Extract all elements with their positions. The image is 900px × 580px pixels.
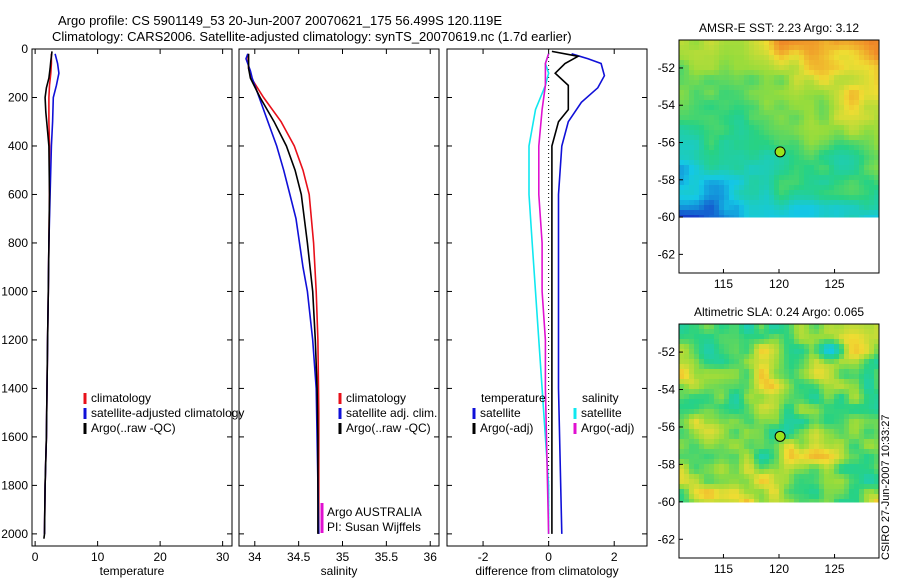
temperature-xtick-label: 10: [91, 550, 105, 564]
sst_map-xtick-label: 125: [825, 277, 845, 291]
salinity-series-blue: [245, 53, 320, 534]
salinity-panel: 34 34.5 35 35.5 36 salinity climatologysatelli…: [238, 48, 440, 578]
temperature-legend-1-label: satellite-adjusted climatology: [91, 406, 244, 420]
temperature-xtick-label: 30: [216, 550, 230, 564]
difference-series-cyan: [528, 53, 550, 534]
salinity-series-red: [247, 53, 320, 534]
temperature-legend-0-label: climatology: [91, 391, 151, 405]
temperature-ytick-label: 1200: [1, 333, 28, 347]
difference-series-magenta: [538, 53, 550, 534]
salinity-legend-2-label: Argo(..raw -QC): [346, 421, 431, 435]
temperature-ytick-label: 0: [21, 42, 28, 56]
difference-xtick-label: 0: [545, 550, 552, 564]
temperature-xlabel: temperature: [100, 564, 165, 578]
sst_map-argo-marker: [774, 146, 786, 158]
figure-title-line2: Climatology: CARS2006. Satellite-adjuste…: [52, 29, 572, 44]
diff-legend-temp-satellite-label: satellite: [480, 406, 521, 420]
sst_map-ytick-label: -56: [658, 136, 676, 150]
difference-xlabel: difference from climatology: [475, 564, 618, 578]
sla_map-ytick-label: -54: [658, 383, 676, 397]
sst_map-ytick-label: -54: [658, 98, 676, 112]
temperature-ytick-label: 1800: [1, 478, 28, 492]
temperature-ytick-label: 800: [8, 236, 28, 250]
temperature-ytick-label: 1000: [1, 284, 28, 298]
temperature-legend-2-label: Argo(..raw -QC): [91, 421, 176, 435]
sla_map-field: [679, 324, 880, 503]
difference-axes-box: [446, 48, 648, 547]
sla_map-title: Altimetric SLA: 0.24 Argo: 0.065: [694, 305, 864, 319]
sla_map-ytick-label: -62: [658, 532, 676, 546]
salinity-xtick-label: 34.5: [287, 550, 311, 564]
difference-series-black: [551, 50, 581, 534]
salinity-series-black: [247, 53, 319, 534]
sla_map-panel: Altimetric SLA: 0.24 Argo: 0.065 115 120 12…: [658, 305, 880, 576]
sla_map-ytick-label: -52: [658, 345, 676, 359]
sla_map-xtick-label: 125: [825, 562, 845, 576]
salinity-xtick-label: 35.5: [375, 550, 399, 564]
sst_map-ytick-label: -58: [658, 173, 676, 187]
sst_map-field: [679, 40, 880, 218]
sla_map-ytick-label: -56: [658, 420, 676, 434]
salinity-xtick-label: 36: [424, 550, 438, 564]
temperature-axes-box: [31, 48, 233, 547]
temperature-ytick-label: 1400: [1, 381, 28, 395]
salinity-legend-1-label: satellite adj. clim.: [346, 406, 437, 420]
salinity-xtick-label: 34: [248, 550, 262, 564]
temperature-xtick-label: 0: [32, 550, 39, 564]
temperature-series-black: [43, 51, 53, 539]
temperature-ytick-label: 400: [8, 139, 28, 153]
temperature-ytick-label: 2000: [1, 527, 28, 541]
sst_map-title: AMSR-E SST: 2.23 Argo: 3.12: [699, 21, 859, 35]
diff-legend-temperature-title: temperature: [481, 391, 546, 405]
temperature-panel: 0 10 20 30 0 200 400 600 800 1000 1200 1400 1600 1800…: [1, 42, 244, 578]
difference-xtick-label: 2: [611, 550, 618, 564]
sla_map-xtick-label: 115: [714, 562, 733, 576]
diff-legend-sal-argo-label: Argo(-adj): [581, 421, 634, 435]
sla_map-argo-marker: [774, 430, 786, 442]
salinity-axes-box: [238, 48, 440, 547]
sst_map-xtick-label: 120: [769, 277, 789, 291]
temperature-ytick-label: 200: [8, 90, 28, 104]
side-timestamp: CSIRO 27-Jun-2007 10:33:27: [880, 414, 892, 560]
temperature-ytick-label: 600: [8, 187, 28, 201]
sst_map-ytick-label: -62: [658, 247, 676, 261]
salinity-xlabel: salinity: [321, 564, 358, 578]
sst_map-panel: AMSR-E SST: 2.23 Argo: 3.12 115 120 125 -52 -…: [658, 21, 880, 291]
sst_map-ytick-label: -52: [658, 61, 676, 75]
sla_map-ytick-label: -60: [658, 495, 676, 509]
temperature-ytick-label: 1600: [1, 430, 28, 444]
temperature-xtick-label: 20: [153, 550, 167, 564]
difference-series-blue: [557, 53, 606, 534]
argo-pi-label: PI: Susan Wijffels: [327, 520, 421, 534]
sst_map-xtick-label: 115: [714, 277, 733, 291]
argo-program-label: Argo AUSTRALIA: [327, 505, 422, 519]
diff-legend-salinity-title: salinity: [582, 391, 619, 405]
figure-title-line1: Argo profile: CS 5901149_53 20-Jun-2007 …: [58, 13, 503, 28]
diff-legend-temp-argo-label: Argo(-adj): [480, 421, 533, 435]
sla_map-ytick-label: -58: [658, 457, 676, 471]
salinity-xtick-label: 35: [336, 550, 350, 564]
salinity-legend-0-label: climatology: [346, 391, 406, 405]
sla_map-xtick-label: 120: [769, 562, 789, 576]
sst_map-ytick-label: -60: [658, 210, 676, 224]
diff-legend-sal-satellite-label: satellite: [581, 406, 622, 420]
difference-xtick-label: -2: [478, 550, 489, 564]
